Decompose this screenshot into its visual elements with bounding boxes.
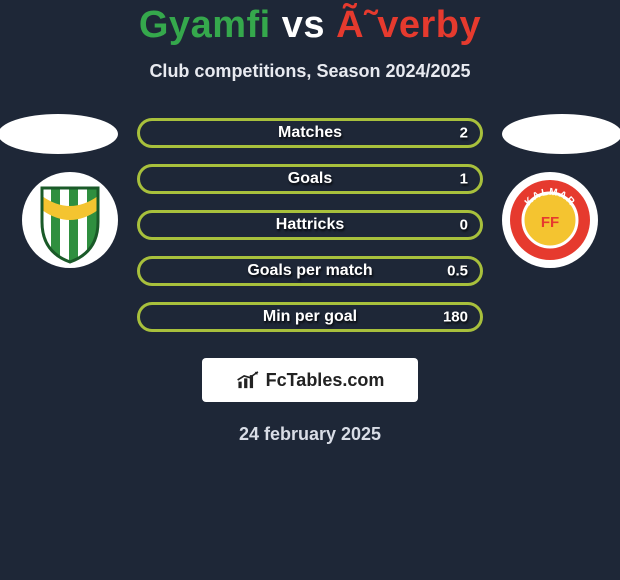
stat-value: 1 <box>460 171 468 188</box>
stat-bar-goals: Goals 1 <box>137 164 483 194</box>
stat-label: Matches <box>278 124 342 142</box>
club-badge-left <box>20 170 120 270</box>
comparison-title: Gyamfi vs Ã˜verby <box>0 4 620 47</box>
vs-text: vs <box>282 4 325 46</box>
fctables-logo: FcTables.com <box>202 358 418 402</box>
svg-text:FF: FF <box>541 214 559 231</box>
stat-bar-matches: Matches 2 <box>137 118 483 148</box>
comparison-arena: KALMAR FF Matches 2 Goals 1 Hattricks 0 … <box>0 118 620 445</box>
player1-name: Gyamfi <box>139 4 271 46</box>
player1-placeholder <box>0 114 118 154</box>
stat-bar-gpm: Goals per match 0.5 <box>137 256 483 286</box>
stat-bars: Matches 2 Goals 1 Hattricks 0 Goals per … <box>137 118 483 332</box>
player2-placeholder <box>502 114 620 154</box>
stat-bar-hattricks: Hattricks 0 <box>137 210 483 240</box>
chart-icon <box>236 369 262 391</box>
stat-value: 0.5 <box>447 263 468 280</box>
stat-label: Hattricks <box>276 216 344 234</box>
date-text: 24 february 2025 <box>0 424 620 445</box>
stat-label: Goals per match <box>247 262 372 280</box>
stat-value: 2 <box>460 125 468 142</box>
subtitle: Club competitions, Season 2024/2025 <box>0 61 620 82</box>
stat-value: 180 <box>443 309 468 326</box>
club-badge-right: KALMAR FF <box>500 170 600 270</box>
stat-bar-mpg: Min per goal 180 <box>137 302 483 332</box>
stat-label: Min per goal <box>263 308 357 326</box>
stat-label: Goals <box>288 170 332 188</box>
player2-name: Ã˜verby <box>336 4 481 46</box>
stat-value: 0 <box>460 217 468 234</box>
logo-text: FcTables.com <box>266 370 385 391</box>
